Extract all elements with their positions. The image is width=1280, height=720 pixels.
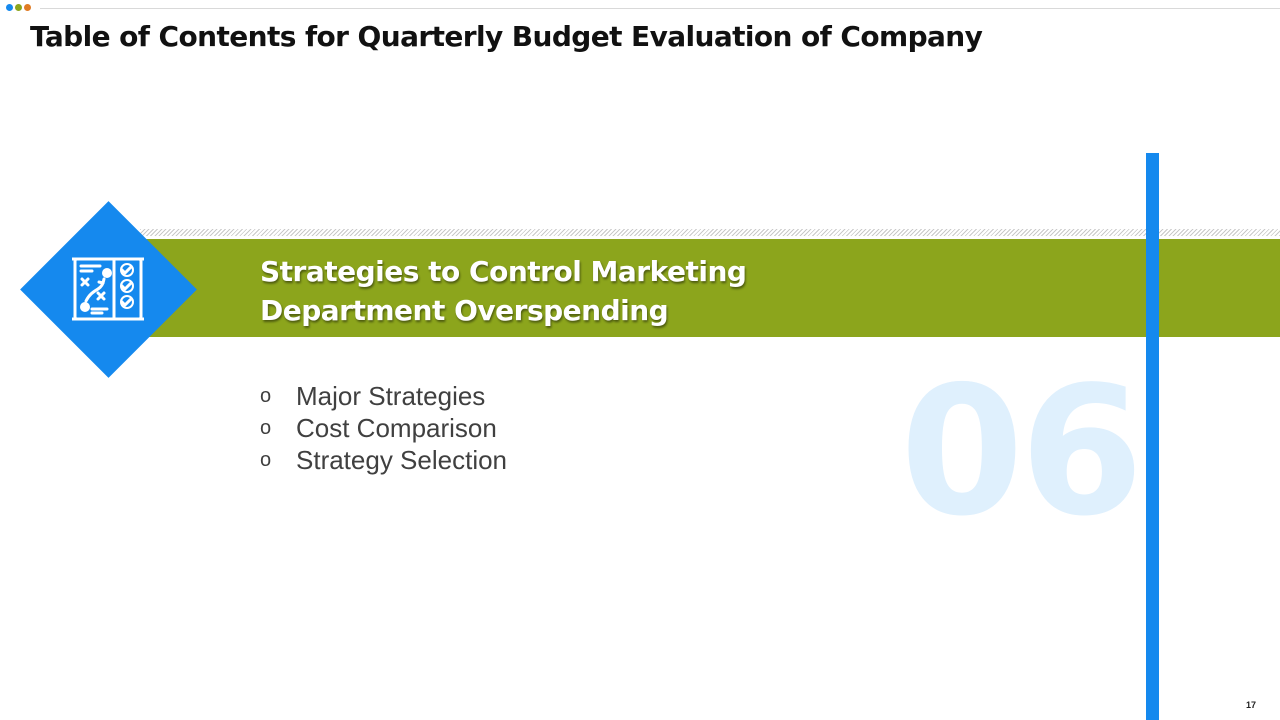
bullet-circle-icon: o xyxy=(260,448,272,471)
section-title-line-2: Department Overspending xyxy=(260,294,669,327)
top-divider xyxy=(40,8,1280,9)
blue-dot xyxy=(6,4,13,11)
section-band xyxy=(110,239,1280,337)
orange-dot xyxy=(24,4,31,11)
bullet-circle-icon: o xyxy=(260,384,272,407)
page-title: Table of Contents for Quarterly Budget E… xyxy=(30,20,983,53)
subtopic-list: o Major Strategies o Cost Comparison o S… xyxy=(260,380,507,476)
hatched-stripe xyxy=(140,229,1280,236)
list-item-label: Major Strategies xyxy=(296,380,486,411)
list-item: o Major Strategies xyxy=(260,380,507,412)
section-number: 06 xyxy=(900,348,1144,555)
strategy-board-icon xyxy=(72,257,144,321)
list-item-label: Cost Comparison xyxy=(296,412,497,443)
page-number: 17 xyxy=(1246,700,1257,710)
bullet-circle-icon: o xyxy=(260,416,272,439)
accent-vertical-bar xyxy=(1146,153,1159,720)
list-item-label: Strategy Selection xyxy=(296,444,508,475)
brand-dots xyxy=(6,4,31,11)
list-item: o Strategy Selection xyxy=(260,444,507,476)
green-dot xyxy=(15,4,22,11)
section-title: Strategies to Control Marketing Departme… xyxy=(260,252,900,330)
list-item: o Cost Comparison xyxy=(260,412,507,444)
section-title-line-1: Strategies to Control Marketing xyxy=(260,255,747,288)
